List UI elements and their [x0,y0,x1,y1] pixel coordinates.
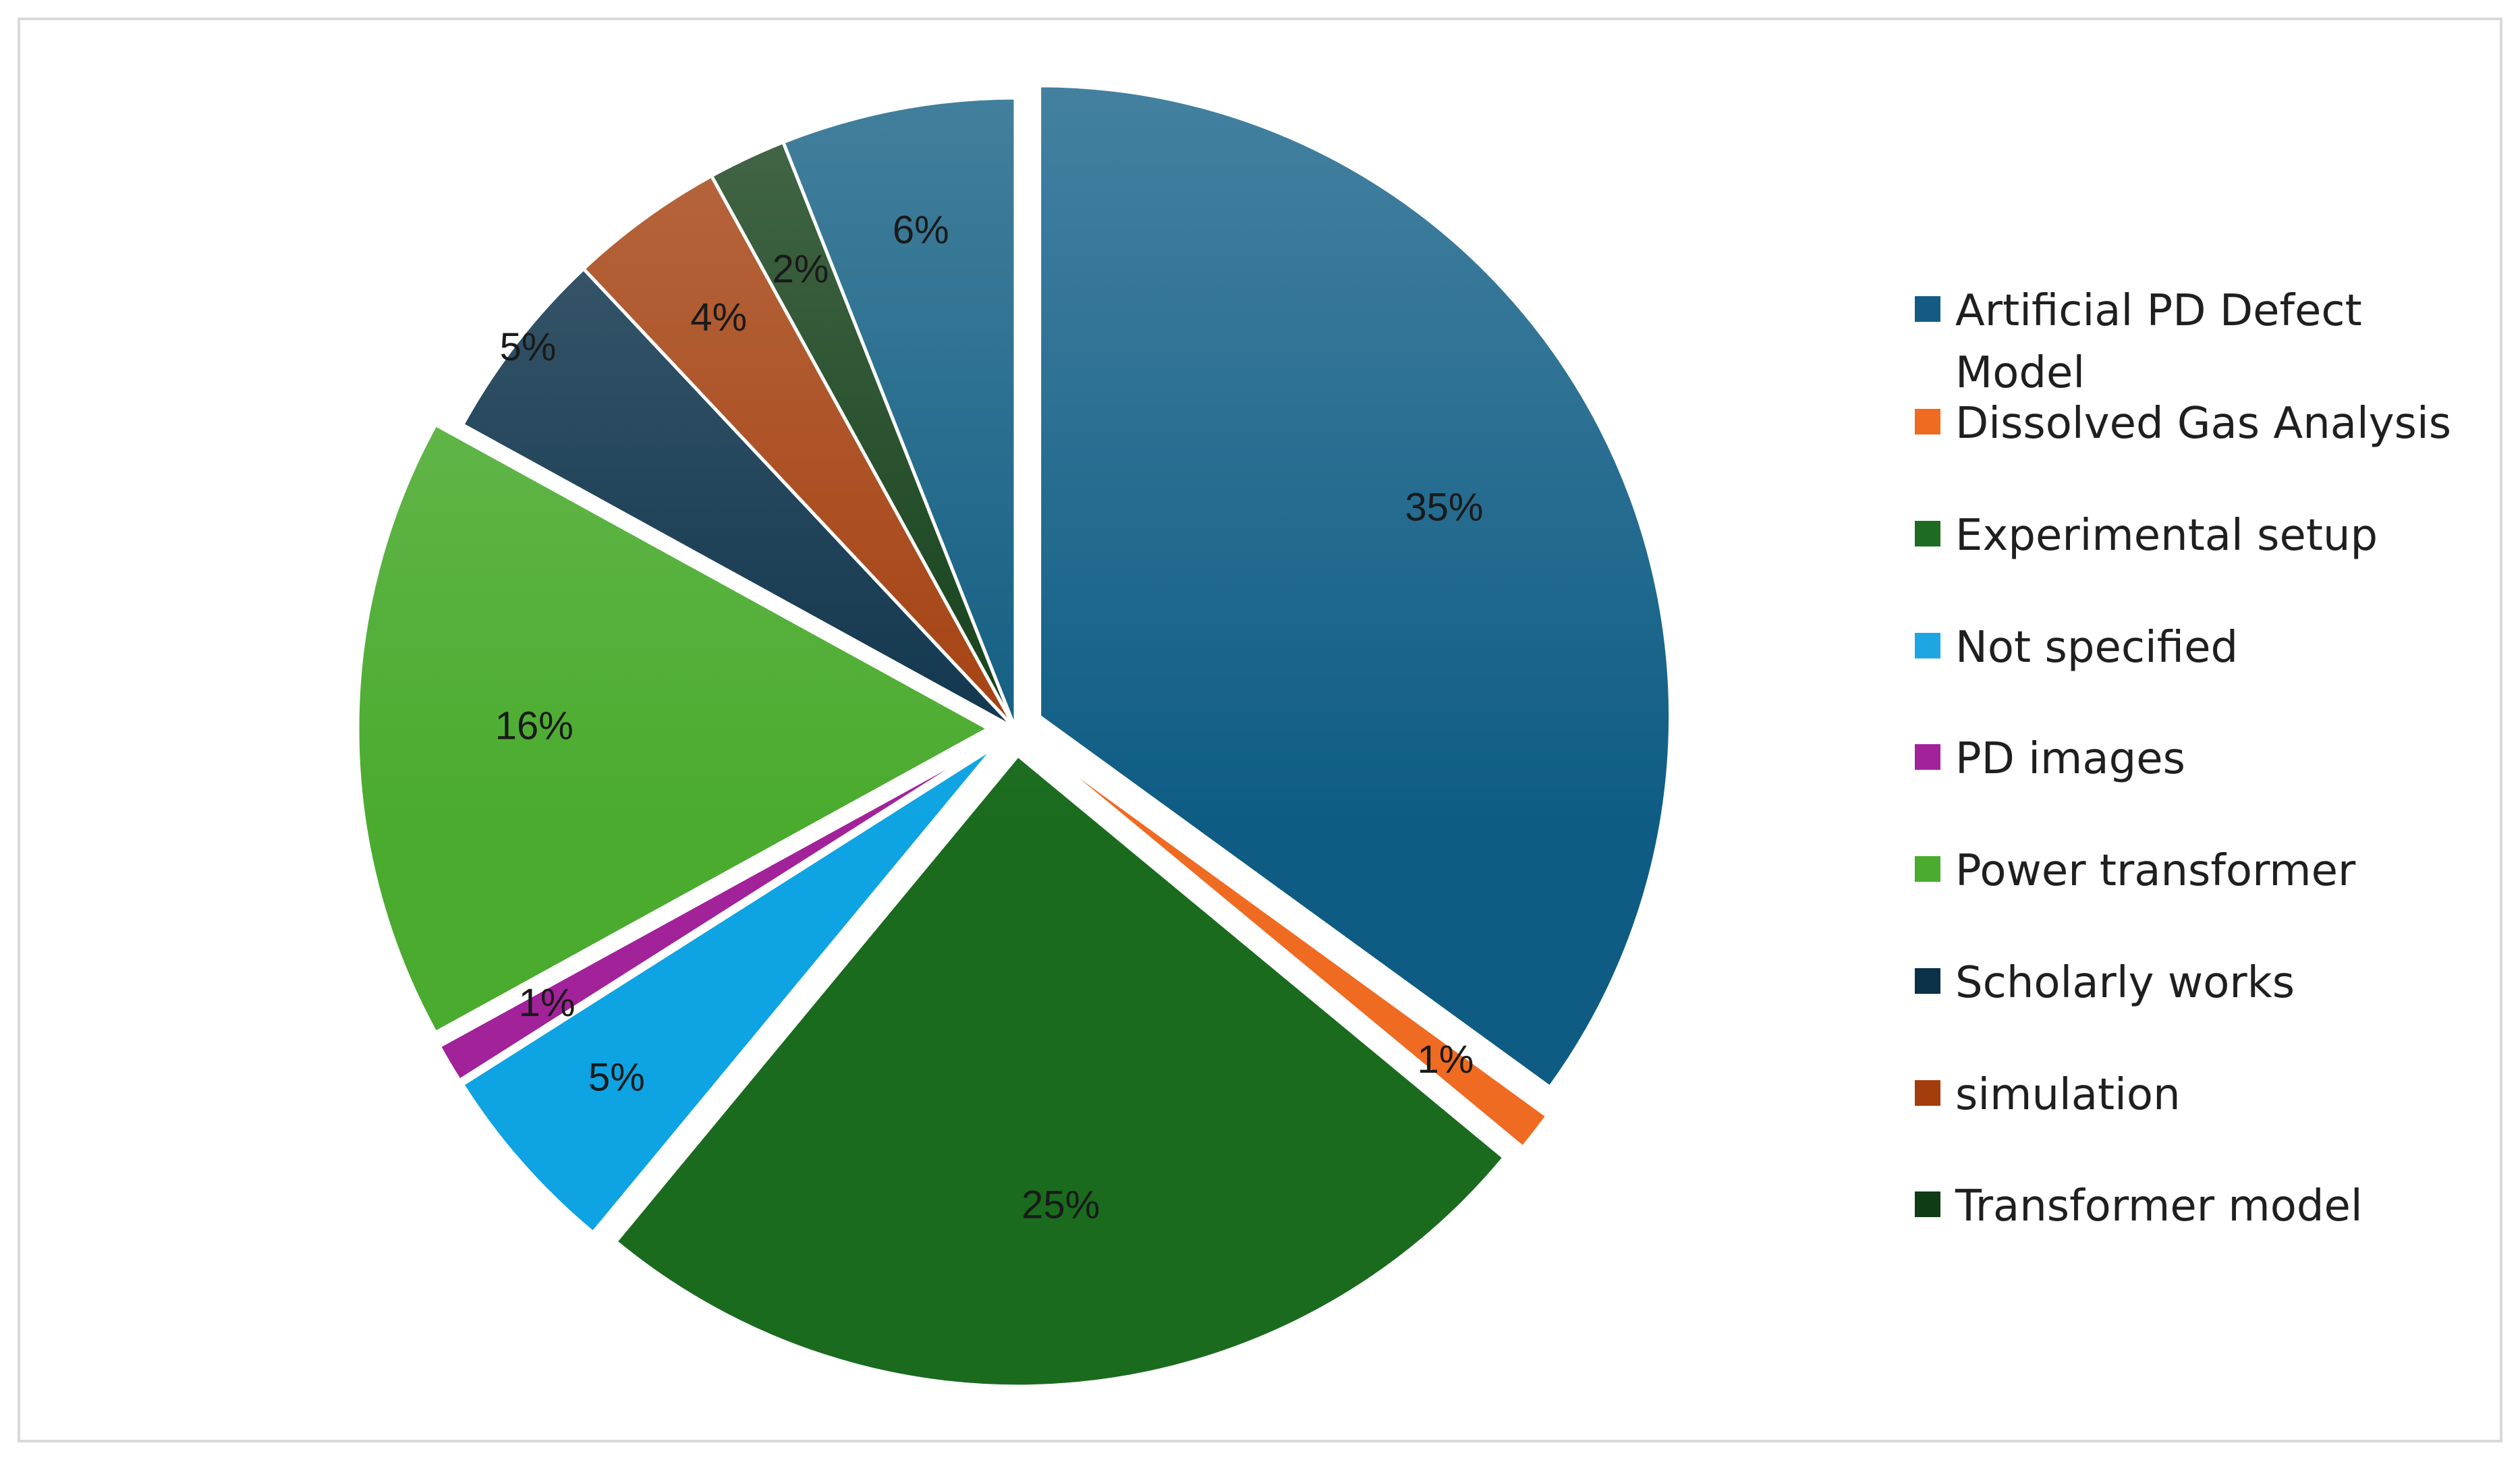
pie-data-labels: 35% 1% 25% 5% 1% 16% 5% 4% 2% 6% [495,208,1484,1227]
legend-swatch [1915,633,1940,658]
pie-slice-unlabeled-9 [781,96,1017,731]
data-label-power-transformer: 16% [495,704,573,748]
legend-label: Not specified [1955,623,2239,673]
legend-label: Power transformer [1955,846,2356,896]
legend-item-transformer-model: Transformer model [1915,1175,2495,1237]
legend-swatch [1915,856,1940,882]
legend-item-pd-images: PD images [1915,728,2495,790]
legend-label: Scholarly works [1955,958,2295,1008]
legend-label: PD images [1955,734,2185,784]
legend-label: Artificial PD Defect Model [1955,286,2362,398]
pie-slice-simulation [582,174,1017,731]
data-label-unlabeled-9: 6% [893,208,949,252]
legend-item-power-transformer: Power transformer [1915,840,2495,902]
legend-item-scholarly-works: Scholarly works [1915,952,2495,1014]
pie-slice-experimental-setup [614,754,1506,1388]
legend-label: Experimental setup [1955,511,2378,561]
data-label-experimental-setup: 25% [1021,1183,1100,1227]
legend-item-artificial-pd-defect-model: Artificial PD Defect Model [1915,280,2495,404]
legend-item-simulation: simulation [1915,1064,2495,1126]
legend-item-experimental-setup: Experimental setup [1915,505,2495,567]
legend-swatch [1915,296,1940,322]
pie-slice-artificial-pd-defect-model [1038,84,1673,1089]
legend-item-dissolved-gas-analysis: Dissolved Gas Analysis [1915,393,2495,455]
pie-slice-not-specified [461,744,997,1235]
legend-item-not-specified: Not specified [1915,617,2495,679]
legend-swatch [1915,968,1940,994]
legend-swatch [1915,1080,1940,1106]
data-label-artificial-pd-defect-model: 35% [1405,486,1483,530]
data-label-simulation: 4% [690,296,747,339]
legend-label: Transformer model [1955,1181,2363,1231]
data-label-dissolved-gas-analysis: 1% [1418,1038,1474,1082]
data-label-transformer-model: 2% [773,248,829,291]
legend-swatch [1915,409,1940,434]
legend-swatch [1915,744,1940,770]
data-label-not-specified: 5% [588,1055,645,1099]
pie-slices [356,84,1673,1388]
legend-swatch [1915,521,1940,546]
pie-slice-pd-images [437,740,995,1082]
data-label-pd-images: 1% [519,981,576,1025]
legend-swatch [1915,1191,1940,1217]
pie-slice-scholarly-works [461,266,1017,731]
pie-slice-dissolved-gas-analysis [1035,743,1549,1150]
legend-label: Dissolved Gas Analysis [1955,399,2452,449]
pie-slice-power-transformer [356,423,990,1034]
data-label-scholarly-works: 5% [500,325,557,369]
legend-label: simulation [1955,1070,2181,1120]
